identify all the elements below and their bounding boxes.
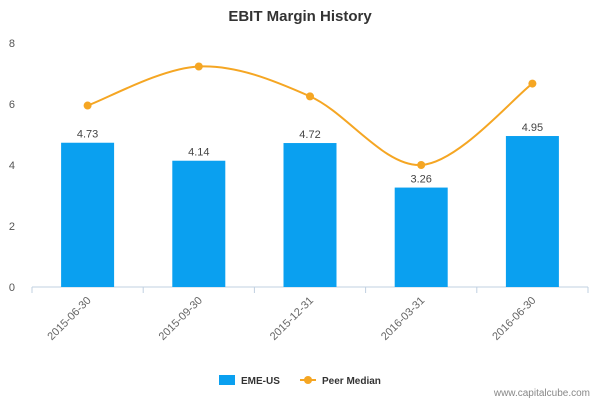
chart-title: EBIT Margin History: [228, 8, 372, 25]
bar: [505, 136, 559, 287]
legend-label-eme-us: EME-US: [241, 376, 280, 387]
y-tick-label: 6: [9, 99, 15, 111]
bar: [172, 160, 226, 287]
bar-data-label: 4.72: [299, 129, 320, 141]
bar: [61, 142, 115, 287]
peer-median-point: [194, 62, 203, 71]
x-tick-label: 2015-06-30: [45, 295, 93, 343]
peer-median-point: [417, 161, 426, 169]
y-tick-label: 8: [9, 38, 15, 50]
peer-median-point: [528, 79, 537, 88]
bar-data-label: 4.95: [522, 122, 543, 134]
bar-data-labels: 4.73 4.14 4.72 3.26 4.95: [77, 122, 543, 186]
bar-series-eme-us: [61, 136, 559, 287]
x-tick-label: 2015-12-31: [268, 295, 316, 343]
legend-swatch-peer-median-marker: [304, 376, 312, 384]
bar: [394, 187, 448, 287]
legend-label-peer-median: Peer Median: [322, 376, 381, 387]
bar-data-label: 4.14: [188, 147, 209, 159]
legend: EME-US Peer Median: [219, 375, 381, 387]
bar-data-label: 3.26: [410, 174, 431, 186]
bar-data-label: 4.73: [77, 129, 98, 141]
x-tick-label: 2016-03-31: [379, 295, 427, 343]
y-tick-label: 4: [9, 160, 15, 172]
x-tick-label: 2015-09-30: [157, 295, 205, 343]
y-tick-label: 2: [9, 221, 15, 233]
y-axis: 0 2 4 6 8: [9, 38, 15, 294]
peer-median-point: [83, 101, 92, 110]
watermark: www.capitalcube.com: [493, 388, 590, 399]
legend-swatch-eme-us: [219, 375, 235, 385]
line-series-peer-median: [83, 62, 537, 169]
bar: [283, 143, 337, 287]
peer-median-line: [87, 65, 533, 167]
x-axis: 2015-06-30 2015-09-30 2015-12-31 2016-03-31…: [31, 286, 589, 343]
peer-median-point: [306, 92, 314, 101]
x-tick-label: 2016-06-30: [490, 295, 538, 343]
y-tick-label: 0: [9, 282, 15, 294]
